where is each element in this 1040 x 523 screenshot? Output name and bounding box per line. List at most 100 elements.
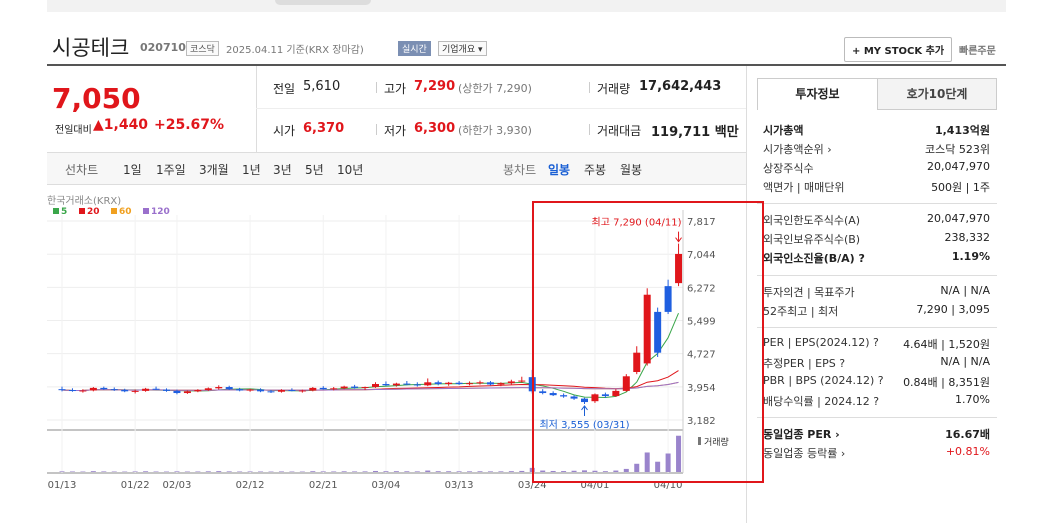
volume-bar [613,470,619,472]
period-tab[interactable]: 10년 [337,163,364,177]
base-date: 2025.04.11 기준(KRX 장마감) [226,45,364,56]
quote-value: 5,610 [303,79,341,94]
candle-body [664,286,672,312]
y-tick-label: 4,727 [687,350,716,361]
quote-label: 전일 [273,82,296,96]
candle-body [654,311,662,353]
candle-body [560,395,568,397]
volume-bar [216,471,222,472]
candle-body [486,382,494,385]
candle-period-tab[interactable]: 일봉 [548,163,571,177]
volume-bar [362,471,368,472]
x-tick-label: 02/12 [236,480,265,491]
candle-body [622,376,630,391]
volume-bar [477,471,483,472]
info-label: 추정PER | EPS ? [763,357,846,370]
period-tab[interactable]: 3년 [273,163,292,177]
info-value: 20,047,970 [927,212,990,225]
candle-body [424,382,432,386]
info-value: 500원 | 1주 [931,181,990,194]
period-tab[interactable]: 1일 [123,163,142,177]
legend-swatch [79,208,85,214]
volume-bar [634,463,640,472]
quote-label: 거래대금 [597,124,642,138]
volume-bar [540,470,546,472]
market-badge: 코스닥 [186,41,219,56]
info-value: 코스닥 523위 [925,143,990,156]
volume-bar [331,471,337,472]
my-stock-button[interactable]: + MY STOCK 추가 [844,37,953,62]
candle-body [246,389,254,391]
candle-body [100,387,108,390]
header-rule [47,64,1006,66]
candle-body [121,390,129,392]
candle-body [633,352,641,372]
candle-body [591,394,599,402]
legend-label: 20 [87,207,100,217]
volume-bar [132,471,138,472]
volume-bar [383,471,389,472]
volume-bar [665,453,671,472]
info-value: N/A | N/A [940,284,990,297]
candle-body [110,389,118,391]
quote-value: 119,711 백만 [651,125,739,140]
candle-body [267,391,275,393]
info-label: 시가총액순위 › [763,143,832,156]
candle-body [351,386,359,388]
info-value: 7,290 | 3,095 [916,303,990,316]
candle-body [382,384,390,386]
candle-period-tab[interactable]: 주봉 [584,163,607,177]
period-tab: 선차트 [65,163,99,177]
tab[interactable]: 호가10단계 [877,78,997,110]
volume-bar [498,471,504,472]
legend-swatch [111,208,117,214]
volume-bar [247,471,253,472]
period-tab[interactable]: 5년 [305,163,324,177]
info-label: 동일업종 PER › [763,428,840,441]
candle-body [277,390,285,392]
volume-bar [425,470,431,472]
tab-fragment [275,0,371,5]
candle-body [392,383,400,386]
volume-bar [310,471,316,472]
candle-body [434,382,442,385]
volume-bar [550,470,556,472]
realtime-badge[interactable]: 실시간 [398,41,431,56]
volume-bar [435,471,441,472]
candle-body [68,390,76,392]
candle-period-tab: 봉차트 [503,163,537,177]
candle-body [601,394,609,397]
candle-body [330,388,338,390]
candle-body [204,388,212,391]
x-tick-label: 03/04 [372,480,401,491]
quick-order[interactable]: 빠른주문 [959,46,996,57]
candle-body [476,382,484,384]
volume-bar [352,471,358,472]
overview-button[interactable]: 기업개요 ▾ [438,41,487,56]
stock-name: 시공테크 [52,36,130,60]
info-label: PBR | BPS (2024.12) ? [763,374,884,387]
volume-bar [320,471,326,472]
quote-note: (상한가 7,290) [458,82,532,95]
candle-period-tab[interactable]: 월봉 [620,163,643,177]
quote-label: 시가 [273,124,296,138]
volume-label: 거래량 [704,436,729,448]
separator [757,275,997,276]
divider [256,66,257,152]
volume-bar [205,471,211,472]
period-tab[interactable]: 1주일 [156,163,186,177]
low-label: 최저 3,555 (03/31) [539,419,629,431]
volume-bar [592,470,598,472]
candle-body [549,393,557,396]
candle-body [455,382,463,385]
separator [757,327,997,328]
tab[interactable]: 투자정보 [757,78,878,110]
volume-bar [582,470,587,472]
high-arrow [675,231,682,243]
y-tick-label: 5,499 [687,317,716,328]
period-tab[interactable]: 1년 [242,163,261,177]
period-tab[interactable]: 3개월 [199,163,229,177]
legend-swatch [53,208,59,214]
volume-bar [571,470,577,472]
x-tick-label: 01/22 [121,480,150,491]
